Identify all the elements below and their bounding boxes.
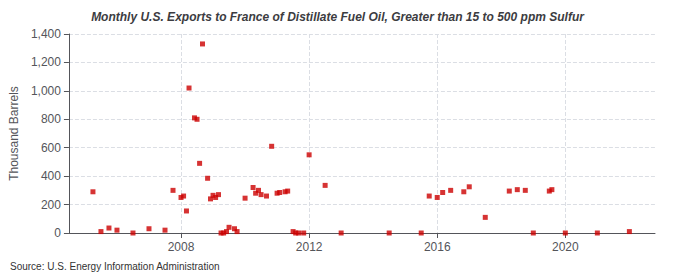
svg-text:Monthly U.S. Exports to France: Monthly U.S. Exports to France of Distil…: [91, 10, 585, 24]
svg-text:1,400: 1,400: [31, 27, 61, 41]
svg-text:2008: 2008: [168, 240, 195, 254]
svg-text:2020: 2020: [552, 240, 579, 254]
svg-text:400: 400: [41, 169, 61, 183]
svg-text:0: 0: [54, 226, 61, 240]
svg-text:2012: 2012: [296, 240, 323, 254]
svg-text:1,200: 1,200: [31, 55, 61, 69]
svg-text:Source: U.S. Energy Informatio: Source: U.S. Energy Information Administ…: [10, 261, 220, 272]
svg-text:200: 200: [41, 198, 61, 212]
svg-text:Thousand Barrels: Thousand Barrels: [7, 86, 21, 181]
svg-text:800: 800: [41, 112, 61, 126]
svg-text:2016: 2016: [424, 240, 451, 254]
svg-text:600: 600: [41, 141, 61, 155]
svg-text:1,000: 1,000: [31, 84, 61, 98]
